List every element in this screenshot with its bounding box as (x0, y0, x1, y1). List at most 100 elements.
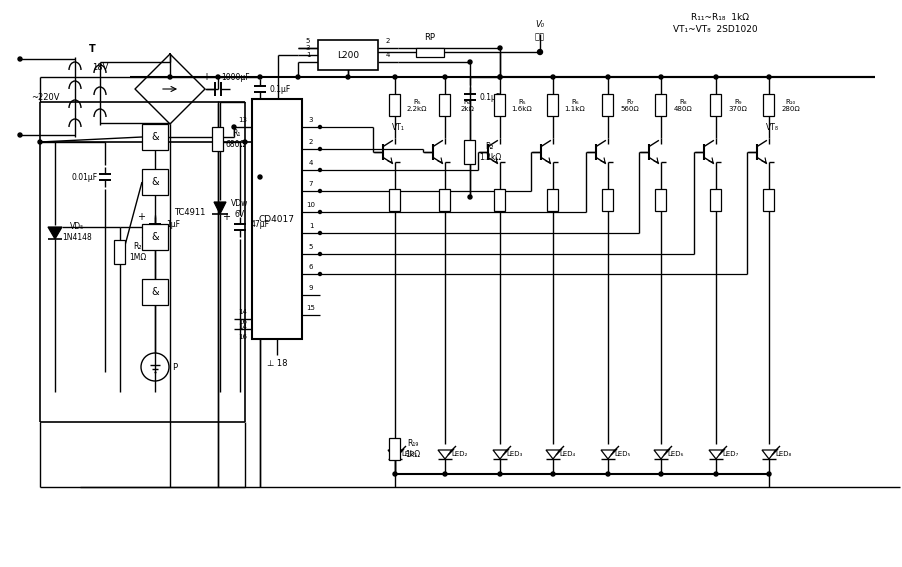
Text: LED₅: LED₅ (614, 451, 630, 457)
Bar (655, 189, 666, 211)
Circle shape (38, 140, 42, 144)
Text: LED₆: LED₆ (667, 451, 684, 457)
Text: VT₈: VT₈ (765, 122, 778, 132)
Text: L200: L200 (336, 50, 359, 60)
Text: LED₃: LED₃ (506, 451, 522, 457)
Bar (142, 124, 168, 150)
Text: VD₅
1N4148: VD₅ 1N4148 (62, 222, 92, 242)
Text: V₀: V₀ (535, 19, 544, 28)
Text: ⊥ 18: ⊥ 18 (266, 358, 287, 367)
Text: 18V: 18V (92, 62, 108, 71)
Circle shape (467, 60, 472, 64)
Circle shape (766, 75, 770, 79)
Text: &: & (151, 232, 159, 242)
Circle shape (258, 175, 262, 179)
Text: R₈
480Ω: R₈ 480Ω (673, 99, 692, 112)
Circle shape (713, 472, 717, 476)
Text: 5: 5 (308, 244, 313, 250)
Text: 输出: 输出 (534, 32, 545, 41)
Text: LED₁: LED₁ (401, 451, 418, 457)
Text: ~220V: ~220V (31, 92, 60, 101)
Text: 1000μF: 1000μF (222, 73, 250, 82)
Text: 13: 13 (238, 117, 247, 123)
Text: RP: RP (424, 32, 435, 41)
Text: P: P (172, 362, 178, 371)
Bar (439, 94, 450, 116)
Text: R₁
680Ω: R₁ 680Ω (226, 129, 246, 149)
Text: R₁₉
1kΩ: R₁₉ 1kΩ (405, 439, 420, 459)
Circle shape (243, 140, 247, 144)
Text: R₆
1.1kΩ: R₆ 1.1kΩ (564, 99, 584, 112)
Circle shape (18, 133, 22, 137)
Circle shape (713, 75, 717, 79)
Text: +: + (137, 212, 145, 222)
Circle shape (497, 75, 502, 79)
Text: LED₄: LED₄ (559, 451, 575, 457)
Bar (494, 189, 505, 211)
Bar (252, 99, 301, 339)
Text: LED₂: LED₂ (451, 451, 467, 457)
Circle shape (550, 472, 555, 476)
Text: 14: 14 (238, 324, 247, 330)
Circle shape (443, 75, 446, 79)
Text: R₂
1.2kΩ: R₂ 1.2kΩ (478, 142, 501, 162)
Bar (710, 189, 721, 211)
Text: 16: 16 (238, 319, 247, 325)
Bar (763, 189, 774, 211)
Text: VDᴡ
6V: VDᴡ 6V (231, 199, 248, 219)
Circle shape (318, 168, 321, 171)
Text: 5: 5 (306, 38, 310, 44)
Text: R₅
2.2kΩ: R₅ 2.2kΩ (406, 99, 427, 112)
Circle shape (443, 472, 446, 476)
Bar (389, 438, 400, 460)
Circle shape (318, 231, 321, 235)
Circle shape (318, 189, 321, 193)
Circle shape (497, 46, 502, 50)
Text: R₄
2kΩ: R₄ 2kΩ (459, 99, 474, 112)
Text: 14: 14 (238, 309, 247, 315)
Text: R₂
1MΩ: R₂ 1MΩ (129, 242, 146, 262)
Text: T: T (88, 44, 96, 54)
Text: 15: 15 (306, 305, 315, 311)
Polygon shape (214, 202, 226, 214)
Circle shape (658, 472, 662, 476)
Bar (142, 224, 168, 250)
Bar (602, 94, 612, 116)
Text: 47μF: 47μF (250, 219, 269, 229)
Polygon shape (48, 227, 62, 239)
Text: 1: 1 (306, 52, 310, 58)
Text: 6: 6 (308, 264, 313, 270)
Circle shape (318, 147, 321, 150)
Text: VT₁~VT₈  2SD1020: VT₁~VT₈ 2SD1020 (672, 24, 757, 33)
Text: LED₇: LED₇ (723, 451, 739, 457)
Text: +: + (222, 212, 230, 222)
Bar (142, 169, 168, 195)
Text: R₉
370Ω: R₉ 370Ω (728, 99, 747, 112)
Text: +: + (202, 72, 210, 82)
Circle shape (318, 125, 321, 129)
Text: 1μF: 1μF (166, 219, 179, 229)
Text: R₇
560Ω: R₇ 560Ω (620, 99, 639, 112)
Circle shape (318, 210, 321, 214)
Text: VT₁: VT₁ (391, 122, 404, 132)
Text: R₁₀
280Ω: R₁₀ 280Ω (781, 99, 799, 112)
Text: 2: 2 (308, 139, 313, 145)
Text: 0.1μF: 0.1μF (269, 84, 290, 94)
Text: 1: 1 (308, 223, 313, 229)
Text: R₁₁~R₁₈  1kΩ: R₁₁~R₁₈ 1kΩ (690, 12, 748, 22)
Bar (464, 140, 475, 164)
Text: &: & (151, 287, 159, 297)
Circle shape (318, 273, 321, 276)
Text: 4: 4 (385, 52, 390, 58)
Text: TC4911: TC4911 (174, 208, 206, 217)
Circle shape (605, 75, 610, 79)
Circle shape (168, 75, 171, 79)
Bar (142, 279, 168, 305)
Circle shape (258, 75, 262, 79)
Bar (389, 94, 400, 116)
Bar (212, 127, 224, 151)
Text: 3: 3 (306, 45, 310, 51)
Bar (710, 94, 721, 116)
Text: 10: 10 (306, 202, 315, 208)
Circle shape (18, 57, 22, 61)
